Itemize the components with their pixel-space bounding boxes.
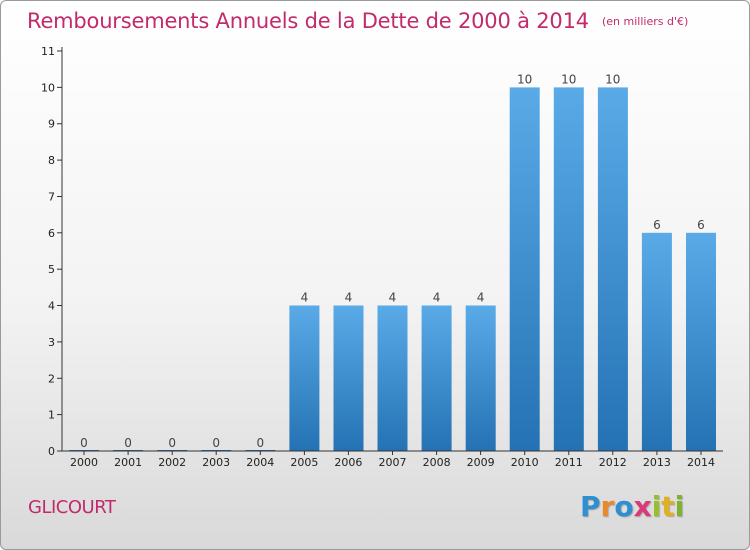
x-tick-label: 2014 xyxy=(687,456,715,469)
axis-layer xyxy=(57,47,723,455)
y-tick-label: 8 xyxy=(48,154,55,167)
bar-value-label: 4 xyxy=(389,291,397,305)
bar-value-label: 0 xyxy=(80,436,88,450)
bar-value-label: 0 xyxy=(256,436,264,450)
x-tick-label: 2006 xyxy=(334,456,362,469)
bar xyxy=(553,87,584,452)
labels-layer: 0200002001020020200302004420054200642007… xyxy=(41,45,715,469)
y-tick-label: 3 xyxy=(48,336,55,349)
bar-value-label: 4 xyxy=(433,291,441,305)
bar xyxy=(377,305,408,451)
bars-layer xyxy=(69,87,716,452)
bar xyxy=(421,305,452,451)
logo-letter: i xyxy=(651,490,662,523)
x-tick-label: 2013 xyxy=(643,456,671,469)
x-tick-label: 2004 xyxy=(246,456,274,469)
bar xyxy=(289,305,320,451)
bar-value-label: 10 xyxy=(561,72,576,86)
y-tick-label: 10 xyxy=(41,81,55,94)
bar xyxy=(465,305,496,451)
bar-value-label: 4 xyxy=(301,291,309,305)
bar-value-label: 6 xyxy=(697,218,705,232)
proxiti-logo: Proxiti xyxy=(580,490,684,523)
bar-value-label: 10 xyxy=(605,72,620,86)
x-tick-label: 2007 xyxy=(379,456,407,469)
bar-value-label: 0 xyxy=(124,436,132,450)
y-tick-label: 6 xyxy=(48,227,55,240)
y-tick-label: 4 xyxy=(48,300,55,313)
bar-value-label: 4 xyxy=(477,291,485,305)
y-tick-label: 5 xyxy=(48,263,55,276)
logo-letter: o xyxy=(614,490,634,523)
logo-letter: i xyxy=(674,490,685,523)
logo-letter: r xyxy=(600,490,615,523)
x-tick-label: 2000 xyxy=(70,456,98,469)
chart-unit: (en milliers d'€) xyxy=(602,15,689,28)
logo-letter: P xyxy=(580,490,601,523)
x-tick-label: 2010 xyxy=(511,456,539,469)
bar-value-label: 10 xyxy=(517,72,532,86)
commune-name: GLICOURT xyxy=(28,497,116,518)
x-tick-label: 2012 xyxy=(599,456,627,469)
x-tick-label: 2003 xyxy=(202,456,230,469)
bar xyxy=(641,232,672,451)
logo-letter: x xyxy=(633,490,652,523)
x-tick-label: 2009 xyxy=(467,456,495,469)
bar-value-label: 0 xyxy=(168,436,176,450)
y-tick-label: 11 xyxy=(41,45,55,58)
chart-title: Remboursements Annuels de la Dette de 20… xyxy=(27,9,589,33)
x-tick-label: 2001 xyxy=(114,456,142,469)
y-tick-label: 7 xyxy=(48,191,55,204)
title-line: Remboursements Annuels de la Dette de 20… xyxy=(27,9,688,33)
y-tick-label: 1 xyxy=(48,409,55,422)
bar-value-label: 6 xyxy=(653,218,661,232)
bar-value-label: 4 xyxy=(345,291,353,305)
x-tick-label: 2005 xyxy=(290,456,318,469)
x-tick-label: 2002 xyxy=(158,456,186,469)
bar xyxy=(509,87,540,452)
logo-letter: t xyxy=(661,490,675,523)
y-tick-label: 9 xyxy=(48,118,55,131)
bar-value-label: 0 xyxy=(212,436,220,450)
y-tick-label: 0 xyxy=(48,445,55,458)
y-tick-label: 2 xyxy=(48,372,55,385)
x-tick-label: 2008 xyxy=(423,456,451,469)
bar xyxy=(597,87,628,452)
bar xyxy=(333,305,364,451)
bar xyxy=(686,232,716,451)
x-tick-label: 2011 xyxy=(555,456,583,469)
